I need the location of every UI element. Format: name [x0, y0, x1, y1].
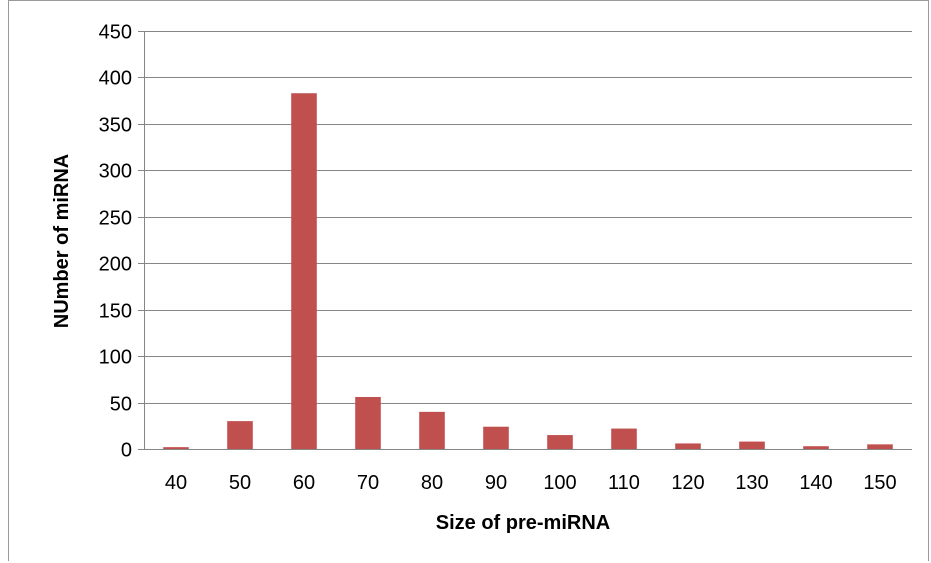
bar-40 [163, 447, 189, 449]
y-tick-label: 100 [99, 347, 132, 369]
x-tick-labels: 40 50 60 70 80 90 100 110 120 130 140 150 [165, 472, 897, 494]
y-tick-label: 350 [99, 115, 132, 137]
gridlines [144, 31, 912, 404]
bar-90 [483, 426, 509, 449]
x-tick-label: 50 [229, 472, 251, 494]
y-axis-title: NUmber of miRNA [51, 154, 73, 328]
x-axis-title: Size of pre-miRNA [436, 512, 610, 534]
bar-150 [867, 444, 893, 449]
x-tick-label: 100 [543, 472, 576, 494]
chart-frame [8, 0, 929, 561]
bar-140 [803, 446, 829, 449]
x-tick-label: 40 [165, 472, 187, 494]
y-tick-label: 400 [99, 68, 132, 90]
x-tick-label: 120 [671, 472, 704, 494]
y-tick-label: 200 [99, 254, 132, 276]
y-tick-label: 150 [99, 301, 132, 323]
axes [138, 31, 912, 450]
x-tick-label: 70 [357, 472, 379, 494]
bar-110 [611, 428, 637, 449]
x-tick-label: 90 [485, 472, 507, 494]
bar-60 [291, 93, 317, 449]
x-tick-label: 130 [735, 472, 768, 494]
bars [163, 93, 893, 449]
y-tick-label: 50 [110, 394, 132, 416]
x-tick-label: 150 [863, 472, 896, 494]
bar-80 [419, 411, 445, 449]
bar-130 [739, 441, 765, 449]
y-tick-label: 0 [121, 440, 132, 462]
bar-70 [355, 396, 381, 449]
x-tick-label: 60 [293, 472, 315, 494]
y-tick-label: 250 [99, 208, 132, 230]
bar-100 [547, 435, 573, 449]
y-tick-label: 300 [99, 161, 132, 183]
bar-50 [227, 421, 253, 449]
x-tick-label: 110 [608, 472, 640, 494]
y-tick-label: 450 [99, 22, 132, 44]
y-tick-labels: 0 50 100 150 200 250 300 350 400 450 [99, 22, 132, 462]
x-tick-label: 140 [799, 472, 832, 494]
x-tick-label: 80 [421, 472, 443, 494]
bar-120 [675, 443, 701, 449]
